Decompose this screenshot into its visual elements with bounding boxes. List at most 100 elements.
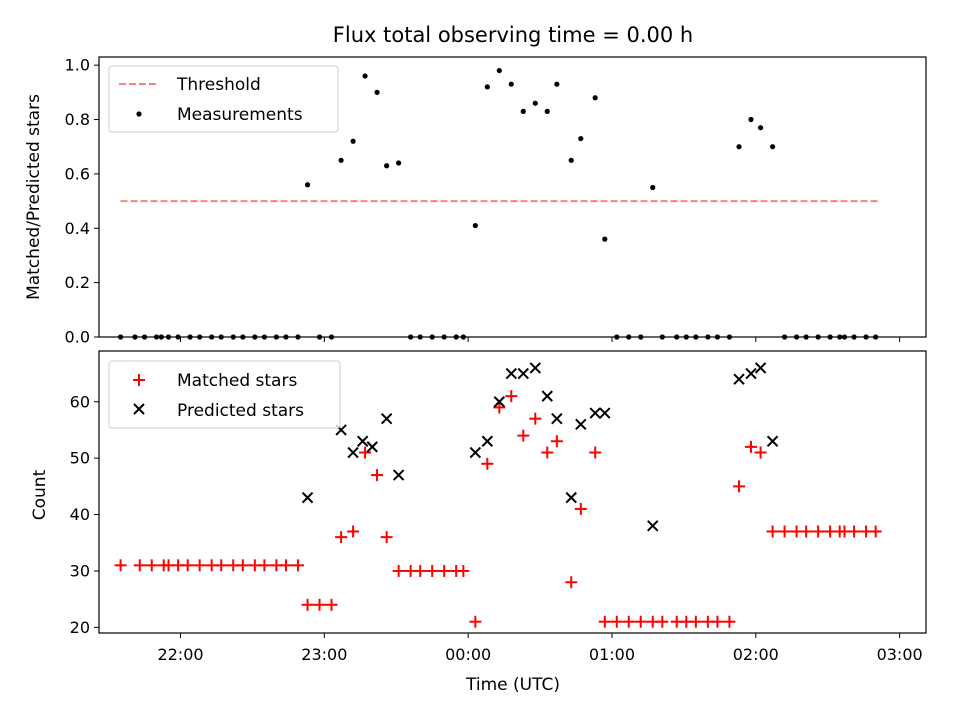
top-panel-ticks: 0.0 0.2 0.4 0.6 0.8 1.0 <box>65 56 901 347</box>
matched-star-point <box>313 598 326 611</box>
matched-star-point <box>291 559 304 572</box>
predicted-star-point <box>380 412 393 425</box>
matched-star-point <box>325 598 338 611</box>
bottom-ytick-label: 40 <box>70 505 90 524</box>
matched-star-point <box>550 435 563 448</box>
measurements-legend-label: Measurements <box>177 105 303 125</box>
bottom-xtick-label: 22:00 <box>157 645 203 664</box>
measurement-point <box>496 67 502 74</box>
matched-star-point <box>848 525 861 538</box>
predicted-legend-label: Predicted stars <box>177 401 304 421</box>
matched-star-point <box>481 457 494 470</box>
measurement-point <box>748 116 754 123</box>
predicted-star-point <box>541 390 553 402</box>
matched-star-point <box>371 469 384 482</box>
bottom-xtick-label: 02:00 <box>733 645 779 664</box>
matched-star-point <box>438 564 451 577</box>
matched-star-point <box>380 531 393 544</box>
matched-star-point <box>656 615 669 628</box>
predicted-star-point <box>599 407 611 419</box>
measurement-point <box>736 144 742 150</box>
matched-star-point <box>733 480 746 493</box>
matched-star-point <box>565 576 578 589</box>
predicted-star-point <box>647 520 659 532</box>
bottom-panel-ylabel: Count <box>30 469 50 520</box>
bottom-xtick-label: 01:00 <box>589 645 635 664</box>
predicted-star-point <box>589 407 601 419</box>
matched-star-point <box>505 390 518 403</box>
top-ytick-label: 0.2 <box>65 273 90 292</box>
predicted-star-point <box>356 435 369 447</box>
measurement-point <box>350 138 356 144</box>
measurement-point <box>520 108 526 114</box>
measurement-point <box>304 182 311 188</box>
measurement-point <box>758 125 764 131</box>
bottom-xtick-label: 03:00 <box>877 645 923 664</box>
bottom-legend-box <box>108 360 341 429</box>
predicted-star-point <box>551 412 563 425</box>
matched-star-point <box>426 564 439 577</box>
top-panel-frame <box>98 56 927 338</box>
predicted-star-point <box>565 491 577 504</box>
predicted-star-point <box>745 367 757 380</box>
bottom-xtick-label: 23:00 <box>301 645 347 664</box>
bottom-panel-ticks: 20 30 40 50 60 22:00 23:00 00:00 01:00 02:00 03:00 <box>70 392 923 664</box>
measurement-point <box>374 89 380 95</box>
measurement-point <box>602 236 608 242</box>
matched-star-point <box>279 559 292 572</box>
measurement-point <box>769 144 776 150</box>
matched-star-point <box>457 564 470 577</box>
top-panel-ylabel: Matched/Predicted stars <box>24 94 44 300</box>
threshold-legend-label: Threshold <box>176 75 261 95</box>
measurement-point <box>396 160 402 166</box>
top-ytick-label: 0.4 <box>65 219 90 238</box>
matched-star-point <box>589 446 602 459</box>
matched-legend-marker <box>133 374 145 386</box>
matched-star-point <box>181 559 194 572</box>
measurement-point <box>472 222 478 229</box>
bottom-xtick-label: 00:00 <box>445 645 491 664</box>
matched-star-point <box>193 559 206 572</box>
measurement-point <box>592 95 598 101</box>
matched-star-point <box>215 559 228 572</box>
matched-star-point <box>258 559 271 572</box>
matched-star-point <box>529 412 542 425</box>
matched-star-point <box>414 564 427 577</box>
matched-star-point <box>145 559 158 572</box>
measurement-point <box>650 184 656 191</box>
matched-star-point <box>359 446 372 459</box>
bottom-panel-plot <box>114 362 882 628</box>
measurement-point <box>568 157 574 163</box>
predicted-star-point <box>575 418 587 431</box>
matched-star-point <box>392 564 405 577</box>
predicted-star-point <box>493 396 506 408</box>
measurements-legend-marker <box>136 111 142 117</box>
matched-star-point <box>723 615 736 628</box>
matched-star-point <box>335 531 348 544</box>
bottom-ytick-label: 20 <box>70 618 90 637</box>
matched-star-point <box>347 525 360 538</box>
matched-star-point <box>622 615 635 628</box>
measurement-point <box>384 163 390 169</box>
bottom-panel-xlabel: Time (UTC) <box>465 675 560 695</box>
measurement-point <box>544 108 550 114</box>
top-ytick-label: 1.0 <box>65 56 90 75</box>
measurement-point <box>362 73 368 79</box>
matched-star-point <box>493 401 506 414</box>
matched-star-point <box>634 615 647 628</box>
measurement-point <box>554 81 560 87</box>
matched-star-point <box>236 559 249 572</box>
top-legend-box <box>108 65 339 133</box>
predicted-star-point <box>481 435 494 447</box>
bottom-panel-frame <box>98 350 927 634</box>
predicted-star-point <box>366 441 378 453</box>
predicted-star-point <box>347 446 359 459</box>
matched-star-point <box>598 615 611 628</box>
matched-star-point <box>869 525 882 538</box>
top-panel-title: Flux total observing time = 0.00 h <box>333 23 693 47</box>
measurement-point <box>532 100 538 106</box>
top-ytick-label: 0.6 <box>65 164 90 183</box>
predicted-star-point <box>517 367 529 380</box>
matched-star-point <box>301 598 314 611</box>
